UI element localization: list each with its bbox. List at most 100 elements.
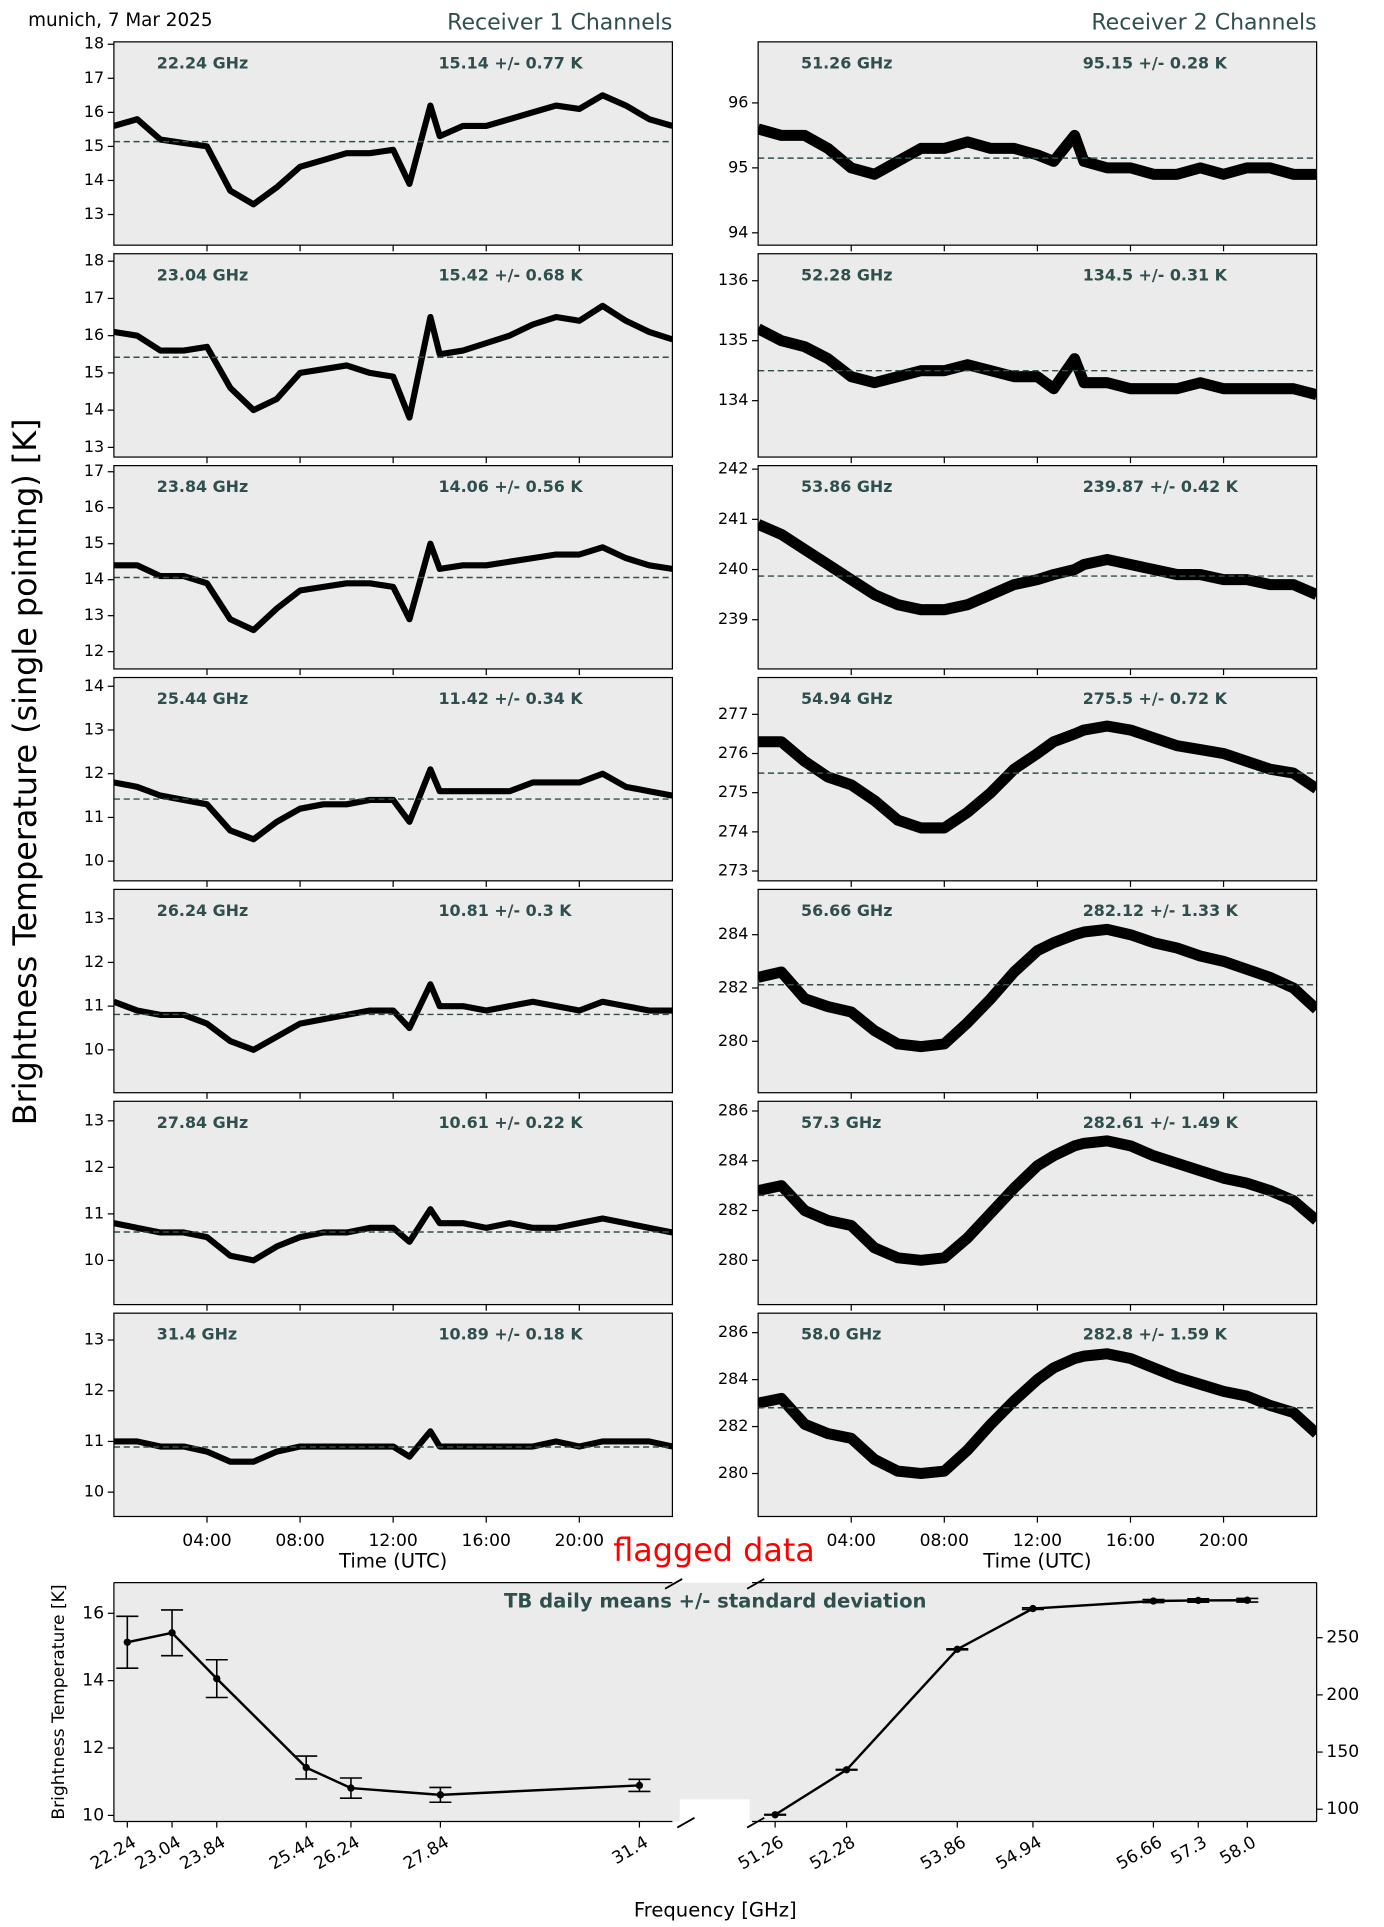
x-tick-label: 20:00 bbox=[555, 1531, 604, 1551]
y-tick-label: 135 bbox=[718, 330, 748, 349]
data-line bbox=[758, 519, 1317, 616]
x-tick-label: 52.28 bbox=[806, 1832, 858, 1874]
y-tick-label: 11 bbox=[84, 996, 104, 1015]
plot-frame bbox=[757, 1312, 1318, 1518]
plot-background bbox=[758, 465, 1317, 669]
y-tick-label: 282 bbox=[718, 1416, 748, 1435]
y-tick-label: 241 bbox=[718, 509, 748, 528]
y-tick-label: 239 bbox=[718, 609, 748, 628]
y-tick-label: 284 bbox=[718, 1369, 748, 1388]
x-tick-label: 04:00 bbox=[182, 1531, 231, 1551]
y-tick-label: 282 bbox=[718, 1200, 748, 1219]
data-line bbox=[758, 323, 1317, 401]
y-tick-label: 18 bbox=[84, 34, 104, 53]
data-line bbox=[758, 923, 1317, 1053]
data-line bbox=[113, 92, 673, 208]
plot-frame bbox=[757, 888, 1318, 1094]
axis-break-mark bbox=[664, 1578, 683, 1590]
data-point bbox=[771, 1811, 779, 1819]
y-tick-label: 11 bbox=[84, 1431, 104, 1450]
plot-background bbox=[113, 677, 673, 881]
annotation: 31.4 GHz bbox=[157, 1325, 237, 1344]
y-tick-label: 13 bbox=[84, 437, 104, 456]
data-point bbox=[1243, 1596, 1251, 1604]
receiver-title: Receiver 1 Channels bbox=[447, 10, 672, 35]
data-point bbox=[168, 1629, 176, 1637]
data-point bbox=[953, 1645, 961, 1653]
y-tick-label: 12 bbox=[84, 952, 104, 971]
data-point bbox=[123, 1638, 131, 1646]
y-tick-label: 15 bbox=[84, 533, 104, 552]
y-tick-label: 13 bbox=[84, 1330, 104, 1349]
x-tick-label: 57.3 bbox=[1168, 1832, 1211, 1868]
x-tick-label: 26.24 bbox=[311, 1832, 363, 1874]
x-tick-label: 23.04 bbox=[132, 1832, 184, 1874]
plot-frame bbox=[757, 1100, 1318, 1306]
x-tick-label: 12:00 bbox=[368, 1531, 417, 1551]
data-line bbox=[113, 1428, 673, 1465]
annotation: 58.0 GHz bbox=[801, 1325, 881, 1344]
y-tick-label: 16 bbox=[84, 325, 104, 344]
y-tick-label: 17 bbox=[84, 68, 104, 87]
y-tick-label: 12 bbox=[84, 641, 104, 660]
y-axis-label: Brightness Temperature [K] bbox=[49, 1584, 69, 1819]
annotation: 52.28 GHz bbox=[801, 265, 892, 284]
annotation: 239.87 +/- 0.42 K bbox=[1083, 477, 1239, 496]
y-tick-label: 14 bbox=[82, 1671, 104, 1691]
x-axis-label: Frequency [GHz] bbox=[634, 1898, 797, 1921]
location-date: munich, 7 Mar 2025 bbox=[28, 10, 212, 31]
y-tick-label: 284 bbox=[718, 1150, 748, 1169]
x-axis-label: Time (UTC) bbox=[338, 1549, 447, 1572]
plot-background bbox=[758, 253, 1317, 458]
annotation: 15.42 +/- 0.68 K bbox=[438, 265, 583, 284]
y-tick-label: 17 bbox=[84, 288, 104, 307]
annotation: 23.84 GHz bbox=[157, 477, 248, 496]
axis-break-mark bbox=[746, 1816, 765, 1829]
receiver-title: Receiver 2 Channels bbox=[1091, 10, 1316, 35]
y-tick-label: 286 bbox=[718, 1100, 748, 1119]
y-tick-label: 13 bbox=[84, 719, 104, 738]
y-tick-label: 14 bbox=[84, 170, 104, 189]
x-tick-label: 23.84 bbox=[177, 1832, 229, 1874]
annotation: 11.42 +/- 0.34 K bbox=[438, 689, 583, 708]
plot-background bbox=[113, 1313, 673, 1517]
y-axis-label: Brightness Temperature (single pointing)… bbox=[6, 418, 44, 1125]
plot-frame bbox=[113, 253, 674, 458]
data-line bbox=[758, 720, 1317, 834]
plot-background bbox=[758, 889, 1317, 1093]
plot-frame bbox=[757, 253, 1318, 458]
y-tick-label: 13 bbox=[84, 204, 104, 223]
plot-background bbox=[758, 1101, 1317, 1305]
axis-break-mark bbox=[746, 1578, 765, 1590]
annotation: 26.24 GHz bbox=[157, 901, 248, 920]
x-tick-label: 22.24 bbox=[87, 1832, 139, 1874]
data-line bbox=[113, 302, 673, 421]
annotation: 134.5 +/- 0.31 K bbox=[1083, 265, 1228, 284]
plot-frame bbox=[113, 1312, 674, 1518]
plot-frame bbox=[113, 888, 674, 1094]
data-point bbox=[213, 1674, 221, 1683]
annotation: 10.61 +/- 0.22 K bbox=[438, 1113, 583, 1132]
annotation: 282.61 +/- 1.49 K bbox=[1083, 1113, 1239, 1132]
annotation: 10.89 +/- 0.18 K bbox=[438, 1325, 583, 1344]
annotation: 275.5 +/- 0.72 K bbox=[1083, 689, 1228, 708]
annotation: 54.94 GHz bbox=[801, 689, 892, 708]
y-tick-label: 10 bbox=[84, 1039, 104, 1058]
y-tick-label: 14 bbox=[84, 676, 104, 695]
x-tick-label: 27.84 bbox=[400, 1832, 452, 1874]
data-point bbox=[635, 1781, 644, 1790]
y-tick-label: 17 bbox=[84, 461, 104, 480]
plot-frame bbox=[757, 465, 1318, 670]
annotation: 282.12 +/- 1.33 K bbox=[1083, 901, 1239, 920]
annotation: 27.84 GHz bbox=[157, 1113, 248, 1132]
data-line bbox=[758, 1135, 1317, 1266]
y-tick-label: 277 bbox=[718, 704, 748, 723]
y-tick-label: 240 bbox=[718, 559, 748, 578]
y-tick-label: 12 bbox=[84, 1380, 104, 1399]
annotation: 15.14 +/- 0.77 K bbox=[438, 53, 583, 72]
axis-break-mark bbox=[676, 1816, 695, 1829]
plot-background bbox=[113, 889, 673, 1093]
annotation: 10.81 +/- 0.3 K bbox=[438, 901, 572, 920]
plot-frame bbox=[757, 41, 1318, 246]
